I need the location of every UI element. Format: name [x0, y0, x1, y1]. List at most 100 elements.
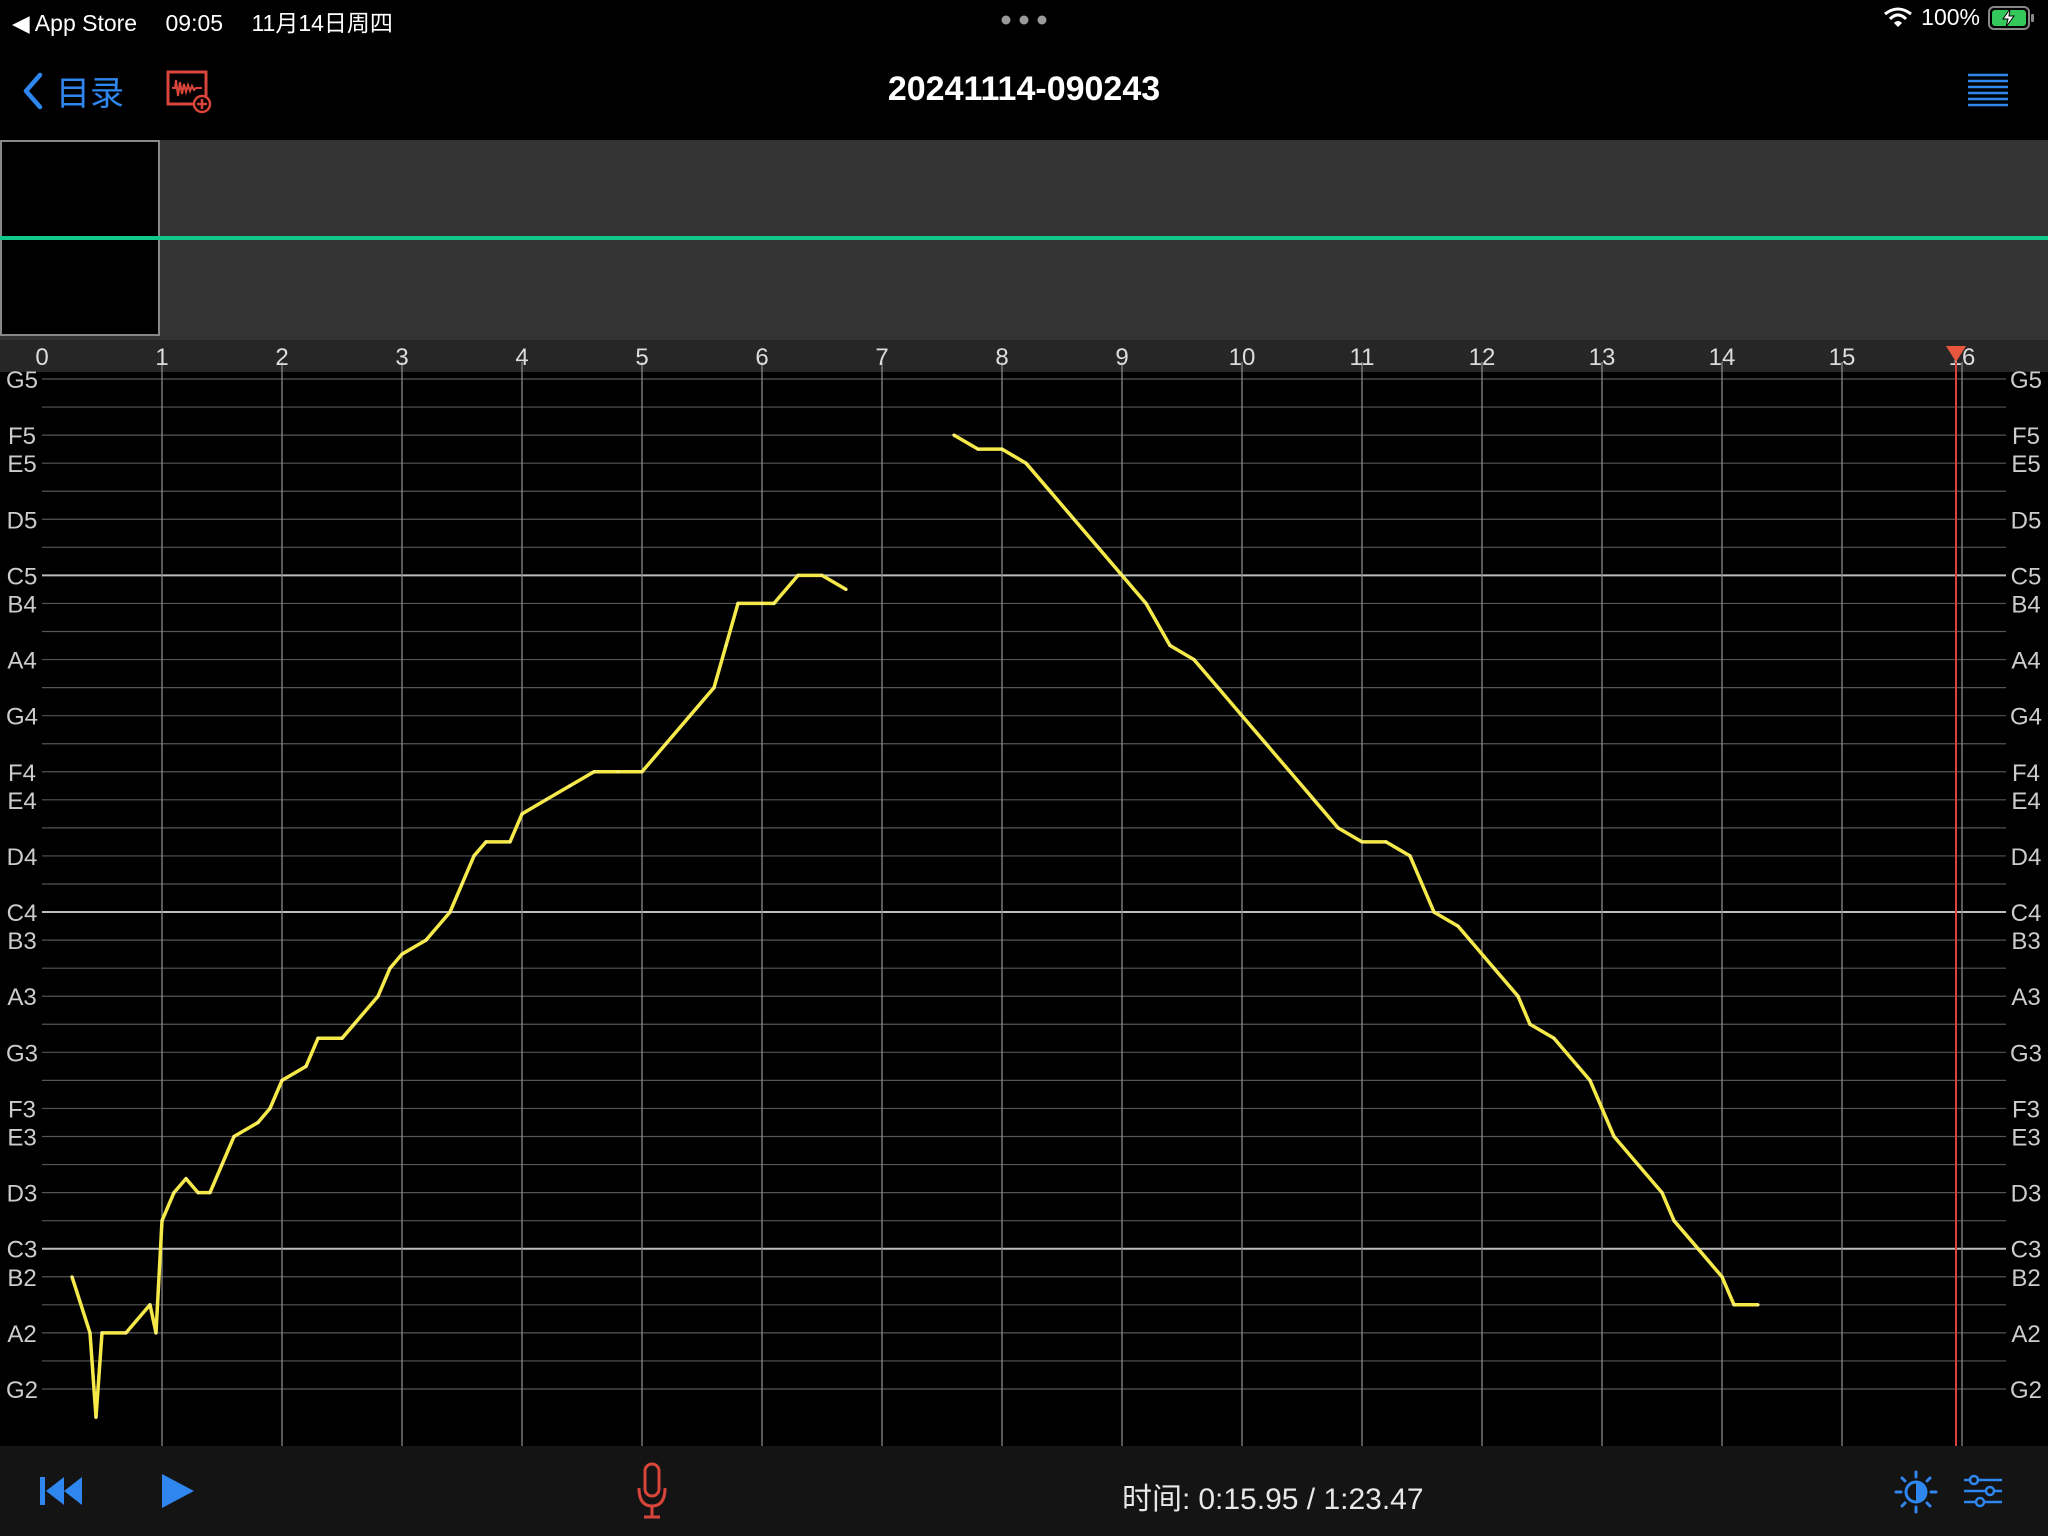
pitch-curve-point	[508, 840, 512, 844]
time-tick-label: 8	[995, 344, 1008, 371]
time-tick-label: 14	[1709, 344, 1736, 371]
playhead-marker-icon[interactable]	[1946, 346, 1966, 362]
chevron-left-icon	[23, 72, 43, 109]
pitch-curve-point	[280, 1078, 284, 1082]
time-tick-label: 13	[1589, 344, 1616, 371]
navigation-bar: 目录 20241114-090243	[0, 44, 2048, 140]
note-label-left: E4	[7, 788, 36, 815]
pitch-curve-point	[1024, 461, 1028, 465]
pitch-curve-point	[1552, 1036, 1556, 1040]
pitch-curve-point	[1456, 924, 1460, 928]
pitch-curve-point	[976, 447, 980, 451]
note-label-left: C5	[7, 563, 38, 590]
play-icon[interactable]	[160, 1472, 196, 1510]
note-label-left: A3	[7, 984, 36, 1011]
note-label-right: G5	[2010, 367, 2042, 394]
note-label-left: F4	[8, 760, 36, 787]
time-tick-label: 10	[1229, 344, 1256, 371]
note-label-right: F5	[2012, 423, 2040, 450]
pitch-curve-point	[1672, 1219, 1676, 1223]
rewind-icon[interactable]	[40, 1474, 84, 1508]
pitch-curve-point	[796, 573, 800, 577]
pitch-curve-point	[1516, 994, 1520, 998]
note-label-right: A2	[2011, 1321, 2040, 1348]
pitch-curve-point	[1288, 770, 1292, 774]
pitch-curve-point	[1588, 1078, 1592, 1082]
time-axis-bar	[0, 340, 2048, 372]
pitch-curve-point	[1312, 798, 1316, 802]
pitch-curve-point	[772, 601, 776, 605]
note-label-left: G4	[6, 704, 38, 731]
pitch-curve-point	[592, 770, 596, 774]
multitasking-dots-icon[interactable]	[1000, 14, 1048, 26]
waveform-overview[interactable]	[0, 140, 2048, 340]
note-label-right: E4	[2011, 788, 2040, 815]
time-tick-label: 1	[155, 344, 168, 371]
pitch-curve-point	[220, 1163, 224, 1167]
note-label-left: E3	[7, 1125, 36, 1152]
pitch-curve-point	[70, 1275, 74, 1279]
pitch-curve-point	[1168, 643, 1172, 648]
pitch-curve-point	[1048, 489, 1052, 493]
time-label: 时间:	[1122, 1483, 1191, 1516]
pitch-curve-point	[760, 601, 764, 605]
pitch-curve-point	[1216, 686, 1220, 690]
note-label-right: D3	[2011, 1181, 2042, 1208]
pitch-curve-point	[1000, 447, 1004, 451]
note-label-right: G3	[2010, 1040, 2042, 1067]
note-label-left: C3	[7, 1237, 38, 1264]
time-tick-label: 6	[755, 344, 768, 371]
note-label-left: A4	[7, 648, 36, 675]
status-bar: ◀ App Store 09:05 11月14日周四 100%	[0, 0, 2048, 44]
time-tick-label: 15	[1829, 344, 1856, 371]
time-tick-label: 4	[515, 344, 528, 371]
pitch-curve-point	[88, 1331, 92, 1335]
pitch-graph-background	[0, 340, 2048, 1446]
pitch-curve-point	[460, 882, 464, 886]
pitch-curve-point	[154, 1331, 158, 1335]
pitch-curve-point	[376, 994, 380, 998]
pitch-curve-point	[1072, 517, 1076, 521]
pitch-curve-point	[616, 770, 620, 774]
time-tick-label: 3	[395, 344, 408, 371]
pitch-curve-point	[160, 1219, 164, 1223]
back-button[interactable]: 目录	[22, 66, 124, 115]
note-label-left: E5	[7, 451, 36, 478]
microphone-icon[interactable]	[636, 1462, 668, 1522]
pitch-curve-point	[1240, 714, 1244, 718]
pitch-curve-point	[304, 1064, 308, 1068]
pitch-curve-point	[568, 784, 572, 788]
pitch-curve-point	[472, 854, 476, 858]
pitch-curve-point	[100, 1331, 104, 1335]
note-label-left: B3	[7, 928, 36, 955]
pitch-curve-line	[70, 573, 847, 1419]
time-tick-label: 7	[875, 344, 888, 371]
pitch-curve-point	[94, 1415, 98, 1419]
pitch-curve-point	[1696, 1247, 1700, 1251]
back-to-app-link[interactable]: ◀ App Store	[12, 10, 138, 36]
status-right: 100%	[1883, 4, 2036, 31]
pitch-curve-point	[1120, 573, 1124, 577]
pitch-curve-point	[316, 1036, 320, 1040]
pitch-curve-point	[1360, 840, 1364, 844]
pitch-curve-point	[724, 643, 728, 648]
add-recording-icon[interactable]	[166, 70, 214, 114]
pitch-curve-point	[1492, 966, 1496, 970]
pitch-curve-point	[148, 1303, 152, 1307]
pitch-curve-point	[352, 1022, 356, 1026]
note-label-left: D5	[7, 507, 38, 534]
brightness-icon[interactable]	[1894, 1470, 1938, 1514]
status-left: ◀ App Store 09:05 11月14日周四	[12, 4, 415, 38]
list-menu-icon[interactable]	[1968, 72, 2008, 110]
status-time: 09:05	[165, 10, 224, 36]
pitch-curve-point	[1636, 1163, 1640, 1167]
note-label-right: B4	[2011, 591, 2040, 618]
time-tick-label: 2	[275, 344, 288, 371]
note-label-left: G5	[6, 367, 38, 394]
note-label-right: B3	[2011, 928, 2040, 955]
settings-sliders-icon[interactable]	[1962, 1472, 2004, 1510]
pitch-curve-point	[1576, 1064, 1580, 1068]
pitch-curve-point	[268, 1106, 272, 1110]
note-label-right: D5	[2011, 507, 2042, 534]
